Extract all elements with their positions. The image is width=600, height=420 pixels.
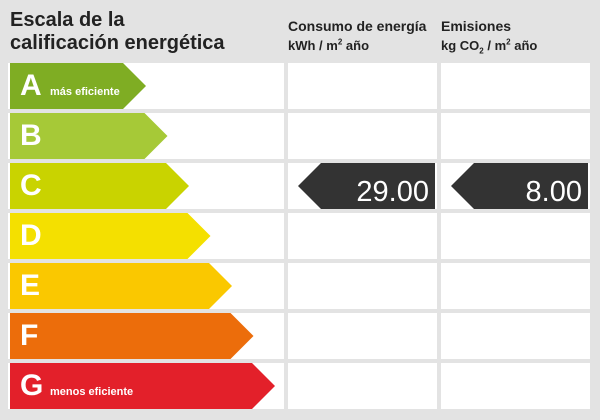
rating-arrow-e: E	[10, 263, 232, 309]
rating-letter: G	[20, 369, 44, 402]
rating-arrow-d: D	[10, 213, 211, 259]
rating-letter: D	[20, 219, 42, 252]
emisiones-indicator: 8.00	[451, 163, 588, 209]
emisiones-column-header: Emisiones kg CO2 / m2 año	[441, 17, 537, 55]
scale-title-line2: calificación energética	[10, 32, 225, 54]
rating-arrow-b: B	[10, 113, 168, 159]
consumo-cell	[288, 263, 437, 309]
rating-scale-cell: C	[8, 163, 284, 209]
rating-row-c: C 29.00 8.00	[0, 163, 600, 209]
emisiones-value: 8.00	[525, 176, 582, 208]
rating-letter: C	[20, 169, 42, 202]
rating-scale-cell: E	[8, 263, 284, 309]
consumo-column-header: Consumo de energía kWh / m2 año	[288, 17, 426, 55]
emisiones-cell	[441, 113, 590, 159]
emisiones-cell	[441, 213, 590, 259]
rating-letter: B	[20, 119, 42, 152]
consumo-unit: kWh / m2 año	[288, 37, 370, 53]
rating-scale-cell: B	[8, 113, 284, 159]
rating-scale-cell: D	[8, 213, 284, 259]
label-header: Escala de la calificación energética Con…	[0, 0, 600, 58]
rating-row-f: F	[0, 313, 600, 359]
emisiones-cell: 8.00	[441, 163, 590, 209]
consumo-cell	[288, 63, 437, 109]
consumo-title: Consumo de energía	[288, 18, 427, 34]
emisiones-cell	[441, 63, 590, 109]
rating-row-d: D	[0, 213, 600, 259]
rating-arrow-c: C	[10, 163, 189, 209]
rating-letter: F	[20, 319, 39, 352]
rating-row-b: B	[0, 113, 600, 159]
emisiones-cell	[441, 363, 590, 409]
scale-title: Escala de la calificación energética	[10, 9, 280, 55]
rating-arrow-f: F	[10, 313, 254, 359]
rating-caption: menos eficiente	[50, 386, 134, 398]
consumo-cell	[288, 313, 437, 359]
rating-scale-cell: F	[8, 313, 284, 359]
rating-row-e: E	[0, 263, 600, 309]
emisiones-cell	[441, 263, 590, 309]
emisiones-unit: kg CO2 / m2 año	[441, 37, 538, 56]
consumo-indicator: 29.00	[298, 163, 435, 209]
consumo-cell	[288, 363, 437, 409]
consumo-value: 29.00	[356, 176, 429, 208]
scale-title-line1: Escala de la	[10, 9, 125, 31]
rating-letter: A	[20, 69, 42, 102]
emisiones-cell	[441, 313, 590, 359]
emisiones-title: Emisiones	[441, 18, 512, 34]
consumo-cell	[288, 113, 437, 159]
rating-caption: más eficiente	[50, 86, 120, 98]
consumo-cell	[288, 213, 437, 259]
consumo-cell: 29.00	[288, 163, 437, 209]
rating-letter: E	[20, 269, 41, 302]
